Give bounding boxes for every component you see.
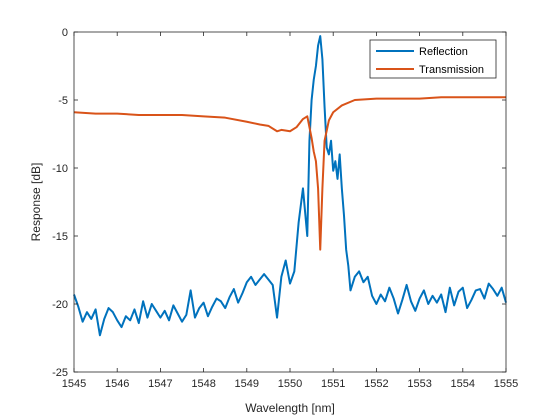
- y-tick-label: -20: [52, 299, 68, 311]
- x-tick-label: 1553: [407, 378, 431, 390]
- legend-label-transmission: Transmission: [419, 64, 484, 76]
- y-tick-label: -25: [52, 367, 68, 379]
- x-tick-label: 1551: [321, 378, 345, 390]
- y-tick-label: 0: [62, 27, 68, 39]
- legend: Reflection Transmission: [369, 39, 497, 79]
- x-tick-label: 1548: [191, 378, 215, 390]
- legend-box: [369, 39, 497, 79]
- x-tick-label: 1554: [451, 378, 475, 390]
- x-tick-label: 1555: [494, 378, 518, 390]
- legend-label-reflection: Reflection: [419, 46, 468, 58]
- y-tick-label: -5: [58, 95, 68, 107]
- y-tick-label: -10: [52, 163, 68, 175]
- series-line-reflection: [73, 35, 507, 337]
- series-layer: [73, 35, 507, 337]
- y-tick-label: -15: [52, 231, 68, 243]
- axes-layer: 1545 1546 1547 1548 1549 1550 1551 1552 1553 1554…: [52, 27, 518, 390]
- y-axis-label: Response [dB]: [29, 163, 43, 242]
- x-tick-label: 1550: [278, 378, 302, 390]
- x-tick-label: 1547: [148, 378, 172, 390]
- series-line-transmission: [73, 96, 506, 251]
- x-tick-label: 1546: [105, 378, 129, 390]
- x-tick-label: 1545: [62, 378, 86, 390]
- x-axis-label: Wavelength [nm]: [245, 401, 335, 415]
- x-tick-label: 1549: [235, 378, 259, 390]
- x-tick-label: 1552: [364, 378, 388, 390]
